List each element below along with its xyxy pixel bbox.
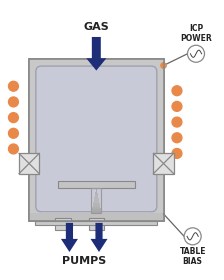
Circle shape (9, 97, 18, 107)
Bar (94, 199, 99, 200)
Polygon shape (61, 223, 78, 252)
Bar (35, 221, 157, 225)
Circle shape (172, 101, 182, 111)
Circle shape (161, 63, 166, 68)
Bar (95, 195, 98, 197)
Bar (29, 59, 164, 221)
Bar (94, 198, 99, 199)
Bar (91, 188, 101, 213)
Bar (55, 218, 71, 230)
Circle shape (9, 128, 18, 138)
Text: ICP
POWER: ICP POWER (180, 24, 212, 43)
Bar (93, 203, 100, 204)
Bar (96, 190, 97, 192)
Bar (89, 218, 103, 230)
Bar (29, 213, 164, 221)
Bar (19, 153, 39, 174)
Bar (29, 59, 164, 221)
Polygon shape (86, 37, 106, 71)
Circle shape (9, 113, 18, 123)
Bar (93, 204, 100, 206)
Bar (29, 59, 164, 72)
Bar (41, 72, 151, 213)
Bar (94, 197, 98, 198)
Circle shape (9, 81, 18, 91)
Circle shape (184, 228, 201, 245)
Circle shape (9, 144, 18, 154)
Bar (92, 209, 101, 211)
Bar (94, 200, 99, 202)
Bar (92, 207, 100, 208)
Bar (153, 153, 174, 174)
Bar (91, 212, 101, 213)
Bar (93, 202, 99, 203)
Circle shape (172, 148, 182, 158)
Circle shape (187, 45, 205, 62)
FancyBboxPatch shape (36, 66, 157, 212)
Bar (96, 189, 97, 190)
Bar (29, 59, 41, 221)
Circle shape (172, 117, 182, 127)
Text: PUMPS: PUMPS (62, 256, 106, 266)
Bar (96, 188, 97, 189)
Bar (58, 181, 135, 188)
Circle shape (172, 133, 182, 143)
Bar (95, 192, 97, 193)
Bar (92, 208, 101, 209)
Bar (93, 206, 100, 207)
Bar (95, 193, 98, 194)
Circle shape (172, 86, 182, 96)
Text: GAS: GAS (84, 22, 109, 32)
Text: TABLE
BIAS: TABLE BIAS (179, 247, 206, 267)
Bar (151, 59, 164, 221)
Bar (92, 211, 101, 212)
Polygon shape (90, 223, 108, 252)
Bar (95, 194, 98, 195)
